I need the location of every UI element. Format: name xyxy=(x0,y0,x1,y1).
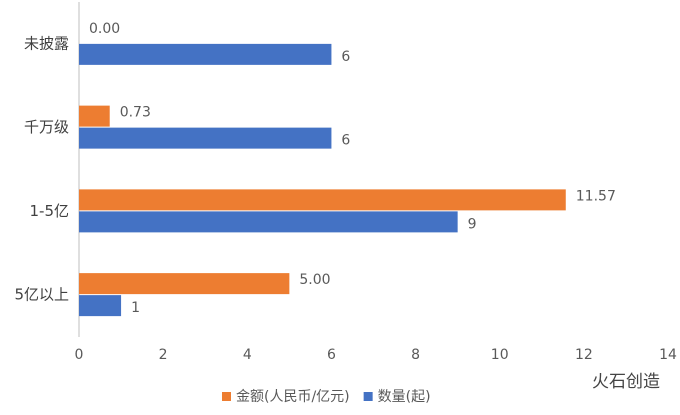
bar xyxy=(79,273,290,295)
x-tick-label: 4 xyxy=(243,347,252,363)
y-tick-label: 5亿以上 xyxy=(14,286,69,304)
x-tick-label: 10 xyxy=(491,347,509,363)
bar xyxy=(79,295,122,317)
bar xyxy=(79,43,332,65)
bar xyxy=(79,189,566,211)
value-label: 6 xyxy=(341,133,350,149)
value-label: 6 xyxy=(341,49,350,65)
bar xyxy=(79,211,458,233)
y-tick-label: 千万级 xyxy=(24,118,69,136)
bar xyxy=(79,105,110,127)
x-tick-label: 12 xyxy=(575,347,593,363)
value-label: 1 xyxy=(131,300,140,316)
legend-label: 数量(起) xyxy=(378,389,431,405)
x-tick-label: 6 xyxy=(327,347,336,363)
value-label: 0.00 xyxy=(89,21,120,37)
x-tick-label: 2 xyxy=(159,347,168,363)
legend-swatch xyxy=(222,392,231,401)
legend-label: 金额(人民币/亿元) xyxy=(236,389,350,405)
x-tick-label: 0 xyxy=(75,347,84,363)
x-tick-label: 8 xyxy=(411,347,420,363)
y-tick-label: 未披露 xyxy=(24,34,69,52)
watermark: 火石创造 xyxy=(592,372,660,392)
x-tick-label: 14 xyxy=(659,347,677,363)
bar xyxy=(79,127,332,149)
value-label: 9 xyxy=(468,216,477,232)
value-label: 11.57 xyxy=(576,188,616,204)
y-tick-label: 1-5亿 xyxy=(30,202,70,220)
value-label: 5.00 xyxy=(299,272,330,288)
value-label: 0.73 xyxy=(120,105,151,121)
legend-swatch xyxy=(363,392,373,401)
